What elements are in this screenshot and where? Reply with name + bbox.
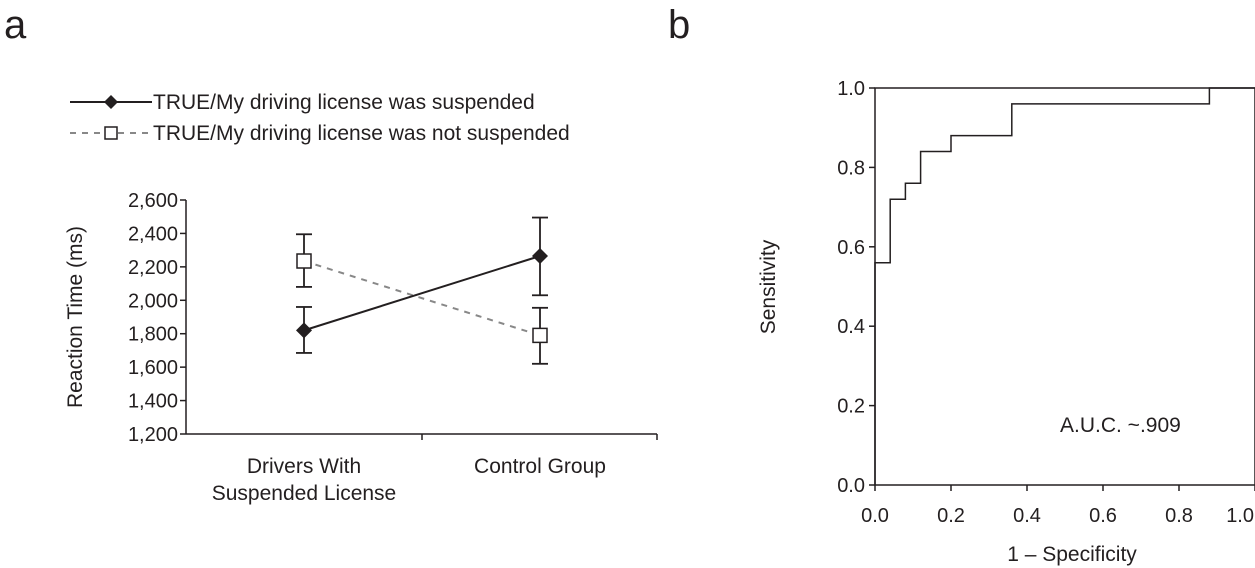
- x-tick-label-b: 0.2: [937, 505, 965, 527]
- y-tick-label-a: 1,400: [128, 391, 178, 413]
- y-ticks-b: 0.0 0.2 0.4 0.6 0.8 1.0: [837, 78, 875, 497]
- x-category-label-a: Control Group: [474, 455, 606, 478]
- x-tick-label-b: 0.8: [1165, 505, 1193, 527]
- y-tick-label-a: 2,200: [128, 257, 178, 279]
- y-tick-label-b: 0.0: [837, 475, 865, 497]
- x-tick-label-b: 0.6: [1089, 505, 1117, 527]
- y-tick-label-b: 0.2: [837, 396, 865, 418]
- data-point: [296, 253, 312, 269]
- roc-curve: [874, 87, 1255, 485]
- legend-marker-suspended: [104, 95, 118, 109]
- y-tick-label-a: 2,000: [128, 290, 178, 312]
- y-ticks-a: 1,200 1,400 1,600 1,800 2,000 2,200 2,400 2,600: [128, 190, 186, 446]
- y-tick-label-a: 2,600: [128, 190, 178, 212]
- y-axis-label-a: Reaction Time (ms): [64, 226, 87, 408]
- x-ticks-b: 0.0 0.2 0.4 0.6 0.8 1.0: [861, 485, 1255, 527]
- panel-a-letter: a: [4, 3, 27, 47]
- legend-label-suspended: TRUE/My driving license was suspended: [153, 91, 535, 114]
- y-tick-label-b: 0.6: [837, 237, 865, 259]
- y-tick-label-a: 1,800: [128, 324, 178, 346]
- legend-marker-not-suspended: [104, 126, 118, 140]
- x-axis-label-b: 1 – Specificity: [1007, 543, 1137, 566]
- data-point: [296, 322, 312, 339]
- y-tick-label-b: 0.4: [837, 316, 865, 338]
- series-not-suspended: [296, 233, 548, 365]
- x-category-labels-a: Drivers With Suspended License Control Gro…: [212, 455, 606, 505]
- series-a: [296, 216, 548, 365]
- y-tick-label-a: 2,400: [128, 223, 178, 245]
- x-category-label-a: Drivers With: [247, 455, 361, 478]
- y-tick-label-a: 1,200: [128, 424, 178, 446]
- x-category-label-a: Suspended License: [212, 482, 396, 505]
- legend-label-not-suspended: TRUE/My driving license was not suspende…: [153, 122, 570, 145]
- y-tick-label-a: 1,600: [128, 357, 178, 379]
- legend: TRUE/My driving license was suspended TR…: [70, 91, 570, 145]
- series-line: [303, 255, 541, 332]
- x-tick-label-b: 0.4: [1013, 505, 1041, 527]
- auc-annotation: A.U.C. ~.909: [1060, 414, 1181, 437]
- series-line: [303, 260, 541, 337]
- data-point: [532, 247, 548, 264]
- series-suspended: [296, 216, 548, 354]
- panel-a-chart: TRUE/My driving license was suspended TR…: [64, 91, 658, 505]
- legend-item-not-suspended: TRUE/My driving license was not suspende…: [70, 122, 570, 145]
- data-point: [532, 327, 548, 344]
- y-tick-label-b: 1.0: [837, 78, 865, 100]
- y-axis-label-b: Sensitivity: [757, 239, 780, 334]
- panel-b-chart: 0.0 0.2 0.4 0.6 0.8 1.0 0.0 0.2 0.4 0.6 0.8 1.0 Se…: [757, 78, 1255, 566]
- x-tick-label-b: 0.0: [861, 505, 889, 527]
- legend-item-suspended: TRUE/My driving license was suspended: [70, 91, 535, 114]
- panel-b-letter: b: [668, 3, 690, 47]
- x-tick-label-b: 1.0: [1226, 505, 1254, 527]
- y-tick-label-b: 0.8: [837, 157, 865, 179]
